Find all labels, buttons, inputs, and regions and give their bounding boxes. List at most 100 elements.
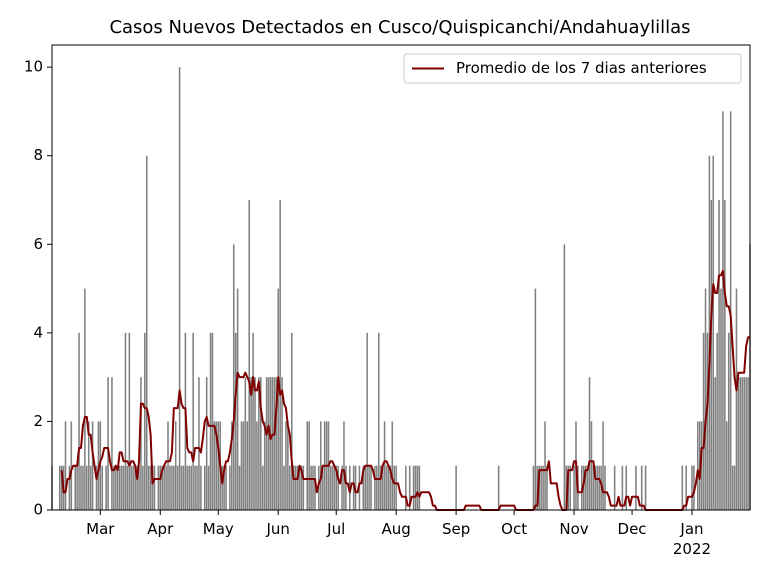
bar <box>704 288 707 510</box>
bar <box>198 377 200 510</box>
x-tick-label: Apr <box>147 520 174 538</box>
bar <box>710 200 713 510</box>
bar <box>101 465 104 510</box>
bar <box>80 465 82 510</box>
bar <box>279 200 281 510</box>
bar <box>169 465 171 510</box>
bar <box>248 200 250 510</box>
bar <box>205 377 208 510</box>
x-tick-label: Oct <box>501 520 528 538</box>
bar <box>188 465 191 510</box>
bar <box>138 465 140 510</box>
bar <box>604 465 606 510</box>
bar <box>217 421 220 510</box>
bar <box>281 377 283 510</box>
bar <box>221 465 223 510</box>
bar <box>594 465 597 510</box>
bar <box>277 288 279 510</box>
bar <box>151 465 154 510</box>
bar <box>333 465 336 510</box>
bar <box>735 288 738 510</box>
bar <box>532 465 535 510</box>
bar <box>588 377 591 510</box>
bar <box>308 421 310 510</box>
x-tick-label: Mar <box>86 520 115 538</box>
bar <box>58 465 61 510</box>
bar <box>376 465 378 510</box>
bar <box>412 465 415 510</box>
bar <box>207 465 210 510</box>
bar <box>105 465 107 510</box>
bar <box>260 377 262 510</box>
bar <box>95 465 98 510</box>
bar <box>196 465 198 510</box>
bar <box>302 465 305 510</box>
bar <box>370 465 372 510</box>
bar <box>215 421 218 510</box>
plot-frame <box>51 44 751 511</box>
bar <box>136 465 138 510</box>
legend-box <box>403 53 742 84</box>
bar <box>82 465 84 510</box>
bar <box>254 377 256 510</box>
bar <box>722 111 724 510</box>
x-tick-label: May <box>202 520 234 538</box>
bar <box>232 244 235 511</box>
bar <box>113 465 115 510</box>
bar <box>739 377 742 510</box>
bar <box>244 377 247 510</box>
bar <box>275 377 278 510</box>
bar <box>635 465 637 510</box>
bar <box>565 465 568 510</box>
bar <box>211 332 214 510</box>
bar <box>584 465 587 510</box>
bar <box>292 465 295 510</box>
x-tick-label: Jun <box>266 520 290 538</box>
bar <box>497 465 500 510</box>
bar <box>130 465 133 510</box>
bar <box>64 421 67 510</box>
bar <box>161 465 163 510</box>
bar <box>640 465 643 510</box>
bar <box>107 377 109 510</box>
bar <box>697 421 699 510</box>
bar <box>331 465 334 510</box>
bar <box>329 465 332 510</box>
bar <box>731 465 734 510</box>
bar <box>563 244 566 511</box>
bar <box>269 377 272 510</box>
bar <box>116 465 119 510</box>
bar <box>159 465 162 510</box>
bar <box>149 465 152 510</box>
bar <box>381 465 384 510</box>
bar <box>91 421 94 510</box>
bar <box>345 465 347 510</box>
bar <box>78 332 80 510</box>
x-tick-label: Nov <box>559 520 589 538</box>
bar <box>290 332 293 510</box>
bar <box>716 332 718 510</box>
bar <box>691 465 693 510</box>
y-tick-label: 2 <box>33 412 43 430</box>
bar <box>209 332 212 510</box>
bar <box>395 465 397 510</box>
bar <box>598 465 600 510</box>
bar <box>741 377 744 510</box>
bar <box>377 332 380 510</box>
bar <box>337 465 339 510</box>
bar <box>234 332 237 510</box>
bar <box>544 421 546 510</box>
bar <box>335 465 338 510</box>
bar <box>341 465 343 510</box>
bar <box>681 465 684 510</box>
bar <box>706 332 709 510</box>
bar <box>743 377 745 510</box>
bar <box>534 288 537 510</box>
bar <box>132 465 134 510</box>
bar <box>389 465 392 510</box>
bar <box>720 288 722 510</box>
bar <box>171 465 173 510</box>
bar <box>76 465 78 510</box>
bar <box>700 421 703 510</box>
bar <box>387 465 390 510</box>
